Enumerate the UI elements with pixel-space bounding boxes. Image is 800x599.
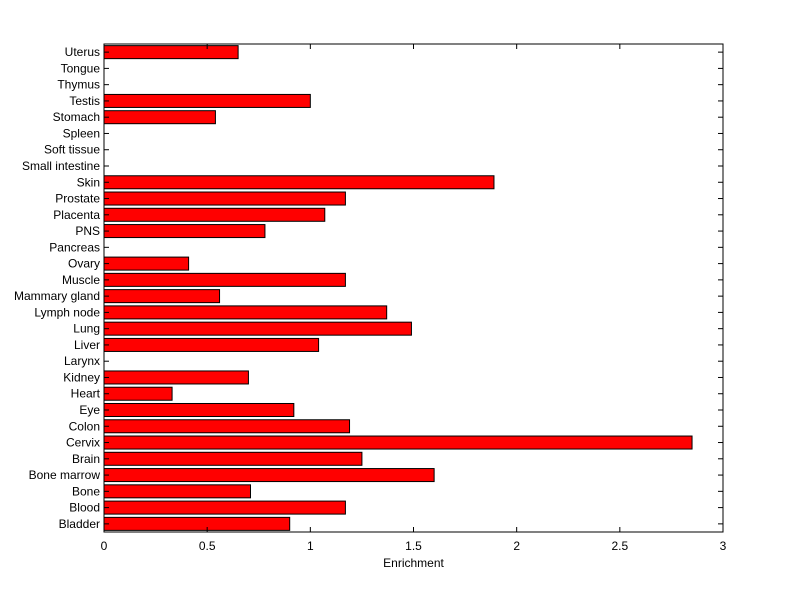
y-tick-label: Heart [71,387,101,401]
bar-muscle [103,272,346,287]
bar-stomach [103,110,216,125]
y-tick-label: Skin [77,175,100,189]
y-tick-label: Cervix [66,436,100,450]
y-tick-label: Larynx [64,354,100,368]
y-tick-label: Small intestine [22,159,100,173]
y-tick-label: Lung [73,322,100,336]
y-tick-label: Blood [69,501,100,515]
y-tick-label: Ovary [68,257,100,271]
y-tick-label: Bone [72,484,100,498]
bar-pns [103,224,266,239]
bar-prostate [103,191,346,206]
bar-lung [103,321,412,336]
bar-colon [103,419,351,434]
y-tick-label: Prostate [55,192,100,206]
y-tick-label: Lymph node [34,305,100,319]
bar-liver [103,337,320,352]
x-axis-title: Enrichment [383,556,444,570]
bar-heart [103,386,173,401]
bar-uterus [103,45,239,60]
y-tick-label: Tongue [61,61,101,75]
bar-kidney [103,370,249,385]
y-tick-label: Testis [69,94,100,108]
bar-blood [103,500,346,515]
x-tick-label: 1 [307,539,314,553]
bar-mammary-gland [103,289,221,304]
y-tick-label: Stomach [53,110,100,124]
y-tick-label: Uterus [65,45,100,59]
ticks-layer [103,44,724,532]
bar-testis [103,93,311,108]
y-tick-label: Bone marrow [29,468,101,482]
y-tick-label: Bladder [59,517,100,531]
bar-placenta [103,207,326,222]
x-tick-label: 3 [720,539,727,553]
y-tick-label: Spleen [63,126,100,140]
bar-brain [103,451,363,466]
bar-bone [103,484,251,499]
bar-lymph-node [103,305,388,320]
y-tick-label: Liver [74,338,100,352]
x-tick-label: 2.5 [611,539,628,553]
bar-cervix [103,435,693,450]
y-tick-label: Soft tissue [44,143,100,157]
x-tick-label: 2 [513,539,520,553]
y-tick-label: Pancreas [49,240,100,254]
x-tick-label: 1.5 [405,539,422,553]
bar-skin [103,175,495,190]
y-tick-label: Colon [69,419,100,433]
y-tick-label: Muscle [62,273,100,287]
labels-layer: Bladder Blood Bone Bone marrow Brain Cervix Co… [14,45,727,553]
x-tick-label: 0 [101,539,108,553]
y-tick-label: Thymus [57,78,100,92]
bar-eye [103,402,295,417]
y-tick-label: Mammary gland [14,289,100,303]
bar-ovary [103,256,190,271]
x-tick-label: 0.5 [199,539,216,553]
bars-layer [103,45,693,531]
y-tick-label: Brain [72,452,100,466]
y-tick-label: Placenta [53,208,100,222]
y-tick-label: Kidney [63,370,100,384]
y-tick-label: Eye [79,403,100,417]
bar-bone-marrow [103,468,435,483]
y-tick-label: PNS [75,224,100,238]
bar-bladder [103,516,291,531]
